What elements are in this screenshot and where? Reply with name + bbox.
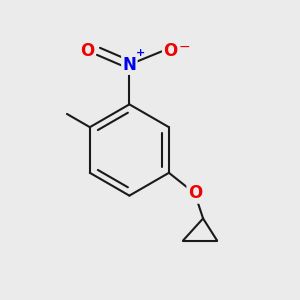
Text: O: O	[163, 42, 178, 60]
Text: N: N	[122, 56, 136, 74]
Text: O: O	[188, 184, 202, 202]
Text: +: +	[136, 48, 145, 58]
Text: −: −	[179, 40, 190, 54]
Text: O: O	[80, 42, 94, 60]
